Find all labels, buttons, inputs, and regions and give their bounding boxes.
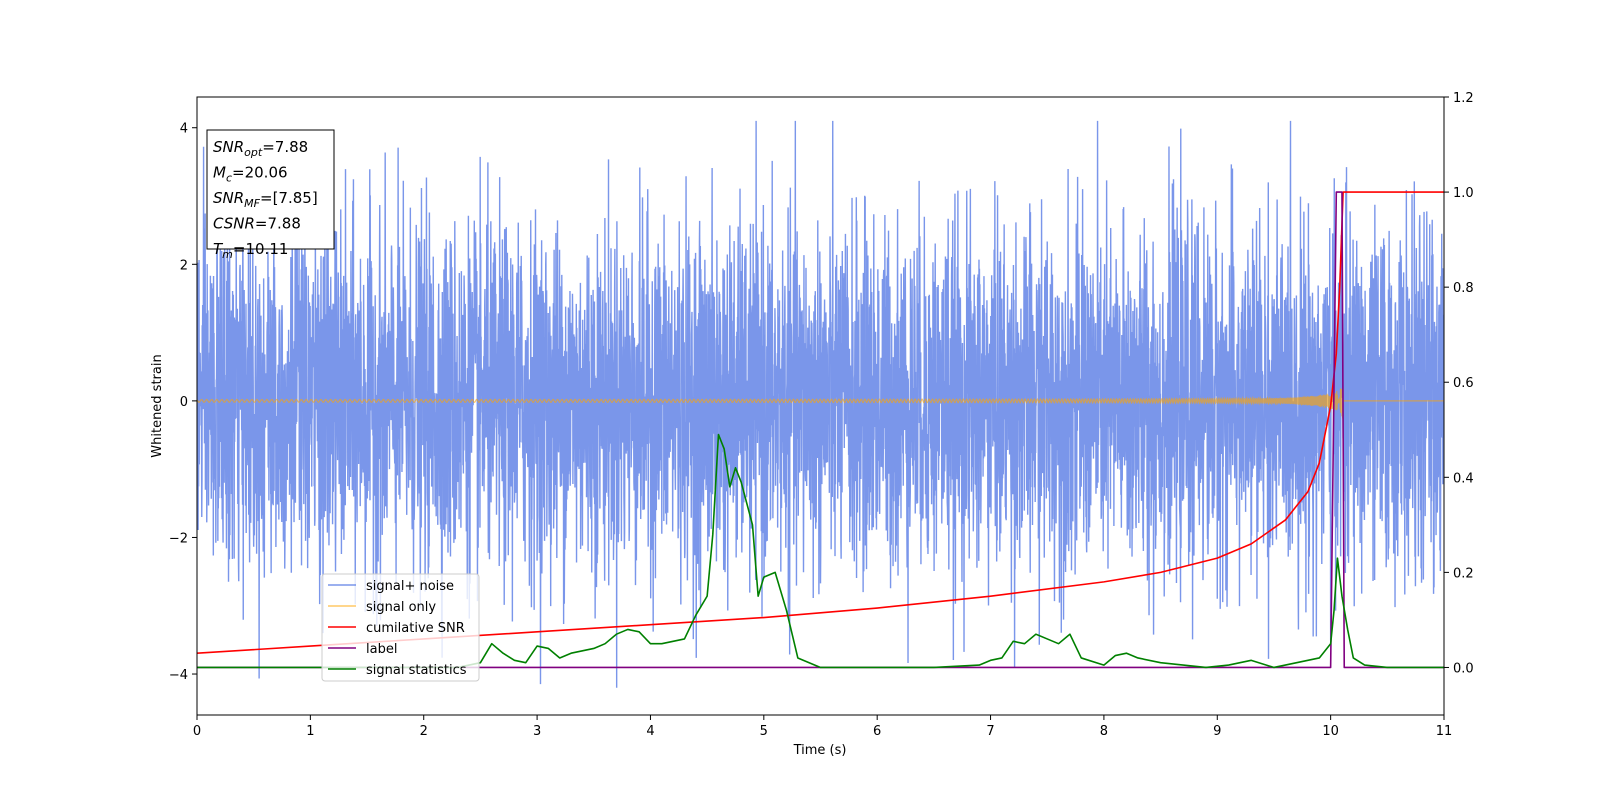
right-y-tick-label: 1.2	[1453, 91, 1474, 106]
annotation-frame	[206, 129, 335, 250]
right-y-tick-label: 0.0	[1453, 661, 1474, 676]
x-tick-label: 3	[533, 724, 541, 739]
annotation-subscript: m	[222, 248, 233, 261]
right-y-tick-label: 1.0	[1453, 186, 1474, 201]
annotation-value: =20.06	[232, 164, 288, 182]
legend-entry: signal only	[366, 600, 436, 615]
annotation-symbol: CSNR	[213, 215, 255, 233]
left-y-tick-label: 0	[180, 395, 188, 410]
right-y-tick-label: 0.6	[1453, 376, 1474, 391]
x-tick-label: 7	[986, 724, 994, 739]
x-tick-label: 11	[1436, 724, 1453, 739]
annotation-line: Mc=20.06	[213, 164, 288, 185]
annotation-subscript: opt	[244, 146, 263, 159]
annotation-value: =7.88	[255, 215, 301, 233]
left-y-axis: −4 −2 0 2 4	[169, 122, 197, 683]
x-tick-label: 0	[193, 724, 201, 739]
annotation-subscript: c	[226, 172, 232, 185]
annotation-symbol: M	[213, 164, 226, 182]
x-tick-label: 5	[760, 724, 768, 739]
left-y-tick-label: 2	[180, 258, 188, 273]
x-tick-label: 9	[1213, 724, 1221, 739]
plot-frame	[196, 96, 1445, 716]
legend-entry: label	[366, 642, 397, 657]
x-axis-label: Time (s)	[793, 743, 847, 758]
annotation-subscript: MF	[244, 197, 260, 210]
annotation-line: Tm=10.11	[213, 240, 288, 261]
right-y-axis: 0.0 0.2 0.4 0.6 0.8 1.0 1.2	[1444, 91, 1474, 676]
annotation-value: =7.88	[262, 138, 308, 156]
series-signal-statistics	[197, 433, 1444, 669]
annotation-line: SNRMF=[7.85]	[213, 189, 318, 210]
annotation-line: SNRopt=7.88	[213, 138, 308, 159]
left-y-tick-label: 4	[180, 122, 188, 137]
series-signal-noise	[197, 120, 1444, 688]
left-y-tick-label: −2	[169, 531, 188, 546]
x-axis: 0 1 2 3 4 5 6 7 8 9 10 11	[193, 715, 1452, 739]
legend: signal+ noise signal only cumilative SNR la…	[321, 573, 480, 682]
annotation-symbol: SNR	[213, 189, 244, 207]
annotation-symbol: SNR	[213, 138, 244, 156]
legend-entry: signal statistics	[366, 663, 467, 678]
annotation-line: CSNR=7.88	[213, 215, 301, 233]
annotation-box: SNRopt=7.88Mc=20.06SNRMF=[7.85]CSNR=7.88…	[206, 129, 335, 261]
legend-entry: signal+ noise	[366, 579, 454, 594]
y-axis-label: Whitened strain	[150, 354, 165, 457]
x-tick-label: 8	[1100, 724, 1108, 739]
x-tick-label: 4	[646, 724, 654, 739]
x-tick-label: 6	[873, 724, 881, 739]
series-cumulative-snr	[197, 191, 1444, 654]
x-tick-label: 10	[1322, 724, 1339, 739]
annotation-symbol: T	[213, 240, 224, 258]
legend-frame	[321, 573, 480, 682]
series-label	[197, 191, 1444, 669]
x-tick-label: 1	[306, 724, 314, 739]
right-y-tick-label: 0.4	[1453, 471, 1474, 486]
annotation-value: =[7.85]	[260, 189, 318, 207]
x-tick-label: 2	[420, 724, 428, 739]
right-y-tick-label: 0.8	[1453, 281, 1474, 296]
series-signal-only	[197, 388, 1444, 419]
left-y-tick-label: −4	[169, 668, 188, 683]
series-layer	[197, 120, 1444, 688]
legend-entry: cumilative SNR	[366, 621, 465, 636]
annotation-value: =10.11	[233, 240, 289, 258]
right-y-tick-label: 0.2	[1453, 566, 1474, 581]
